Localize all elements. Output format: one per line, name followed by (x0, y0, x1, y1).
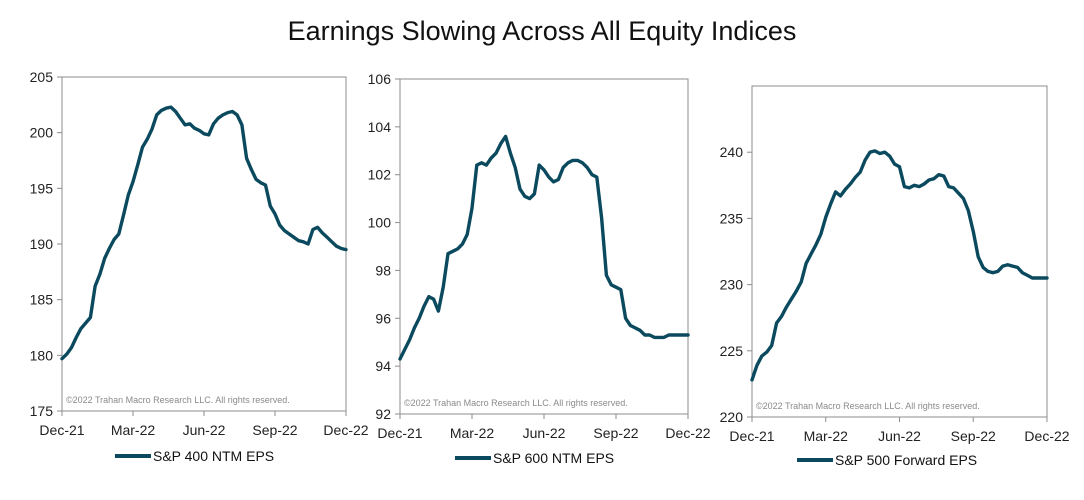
legend-label: S&P 600 NTM EPS (493, 450, 614, 466)
series-line (398, 134, 690, 361)
y-tick-label: 180 (30, 347, 54, 363)
y-tick-label: 106 (368, 71, 392, 87)
x-tick-label: Dec-21 (39, 422, 84, 438)
legend-label: S&P 500 Forward EPS (835, 452, 977, 468)
y-tick-label: 94 (375, 358, 391, 374)
series-line (60, 105, 348, 361)
copyright-note: ©2022 Trahan Macro Research LLC. All rig… (66, 395, 290, 405)
y-tick-label: 175 (30, 403, 54, 419)
y-tick-label: 240 (720, 144, 744, 160)
plot-frame (751, 85, 1048, 418)
x-tick-label: Jun-22 (523, 425, 566, 441)
y-tick-label: 230 (720, 277, 744, 293)
y-tick-label: 190 (30, 236, 54, 252)
y-tick-label: 92 (375, 406, 391, 422)
y-tick-label: 104 (368, 119, 392, 135)
chart-panel-2: 92 94 96 98 100 102 104 106 Dec-21 Mar-22 Jun-22 Se… (368, 71, 711, 466)
y-tick-label: 205 (30, 69, 54, 85)
y-tick-label: 195 (30, 180, 54, 196)
chart-panel-1: 175 180 185 190 195 200 205 Dec-21 Mar-22 Jun-22 S… (30, 69, 369, 464)
x-tick-label: Mar-22 (804, 428, 849, 444)
x-tick-label: Sep-22 (951, 428, 996, 444)
y-tick-label: 185 (30, 292, 54, 308)
y-tick-label: 98 (375, 262, 391, 278)
plot-frame (399, 78, 689, 415)
copyright-note: ©2022 Trahan Macro Research LLC. All rig… (404, 398, 628, 408)
legend-label: S&P 400 NTM EPS (153, 448, 274, 464)
x-tick-label: Jun-22 (183, 422, 226, 438)
plot-frame (61, 76, 347, 412)
y-tick-label: 102 (368, 167, 392, 183)
y-tick-label: 235 (720, 210, 744, 226)
x-tick-label: Mar-22 (450, 425, 495, 441)
x-tick-label: Dec-21 (377, 425, 422, 441)
x-tick-label: Sep-22 (593, 425, 638, 441)
copyright-note: ©2022 Trahan Macro Research LLC. All rig… (756, 401, 980, 411)
x-tick-label: Dec-22 (1024, 428, 1069, 444)
y-tick-label: 100 (368, 215, 392, 231)
y-tick-label: 96 (375, 310, 391, 326)
series-line (750, 149, 1049, 382)
y-tick-label: 225 (720, 343, 744, 359)
x-tick-label: Dec-22 (323, 422, 368, 438)
y-tick-label: 200 (30, 125, 54, 141)
x-tick-label: Sep-22 (252, 422, 297, 438)
x-tick-label: Jun-22 (878, 428, 921, 444)
x-tick-label: Dec-21 (729, 428, 774, 444)
chart-title: Earnings Slowing Across All Equity Indic… (287, 16, 797, 46)
x-tick-label: Dec-22 (665, 425, 710, 441)
y-tick-label: 220 (720, 409, 744, 425)
chart-panel-3: 220 225 230 235 240 Dec-21 Mar-22 Jun-22 Sep-22 D… (720, 85, 1070, 468)
x-tick-label: Mar-22 (111, 422, 156, 438)
